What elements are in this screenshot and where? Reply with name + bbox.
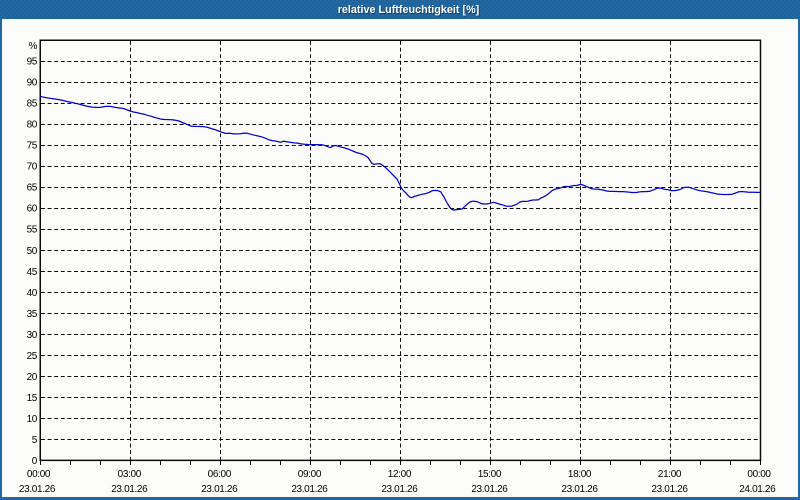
svg-text:23.01.26: 23.01.26 [111, 484, 148, 495]
svg-text:75: 75 [27, 141, 38, 152]
svg-text:relative Luftfeuchtigkeit [%]: relative Luftfeuchtigkeit [%] [338, 4, 480, 16]
svg-text:03:00: 03:00 [118, 469, 142, 480]
svg-text:23.01.26: 23.01.26 [471, 484, 508, 495]
svg-text:00:00: 00:00 [27, 469, 51, 480]
svg-text:45: 45 [27, 267, 38, 278]
svg-text:23.01.26: 23.01.26 [19, 484, 56, 495]
svg-text:21:00: 21:00 [658, 469, 682, 480]
svg-text:65: 65 [27, 183, 38, 194]
svg-text:85: 85 [27, 99, 38, 110]
svg-text:relative Luftfeuchtigkeit [%]: relative Luftfeuchtigkeit [%] [339, 5, 481, 17]
svg-text:40: 40 [27, 288, 38, 299]
svg-text:50: 50 [27, 246, 38, 257]
svg-text:23.01.26: 23.01.26 [381, 484, 418, 495]
svg-text:06:00: 06:00 [208, 469, 232, 480]
svg-text:15:00: 15:00 [478, 469, 502, 480]
svg-text:24.01.26: 24.01.26 [739, 484, 776, 495]
svg-text:09:00: 09:00 [298, 469, 322, 480]
svg-text:23.01.26: 23.01.26 [561, 484, 598, 495]
svg-text:55: 55 [27, 225, 38, 236]
svg-text:12:00: 12:00 [388, 469, 412, 480]
svg-text:23.01.26: 23.01.26 [291, 484, 328, 495]
svg-text:10: 10 [27, 414, 38, 425]
svg-text:60: 60 [27, 204, 38, 215]
svg-text:0: 0 [32, 456, 38, 467]
svg-text:25: 25 [27, 351, 38, 362]
svg-text:5: 5 [32, 435, 38, 446]
svg-text:20: 20 [27, 372, 38, 383]
svg-text:15: 15 [27, 393, 38, 404]
svg-text:80: 80 [27, 120, 38, 131]
svg-text:35: 35 [27, 309, 38, 320]
svg-text:18:00: 18:00 [568, 469, 592, 480]
svg-text:%: % [28, 41, 37, 52]
svg-text:23.01.26: 23.01.26 [201, 484, 238, 495]
svg-text:00:00: 00:00 [747, 469, 771, 480]
svg-text:70: 70 [27, 162, 38, 173]
svg-text:30: 30 [27, 330, 38, 341]
svg-text:23.01.26: 23.01.26 [651, 484, 688, 495]
svg-text:90: 90 [27, 78, 38, 89]
svg-text:95: 95 [27, 57, 38, 68]
